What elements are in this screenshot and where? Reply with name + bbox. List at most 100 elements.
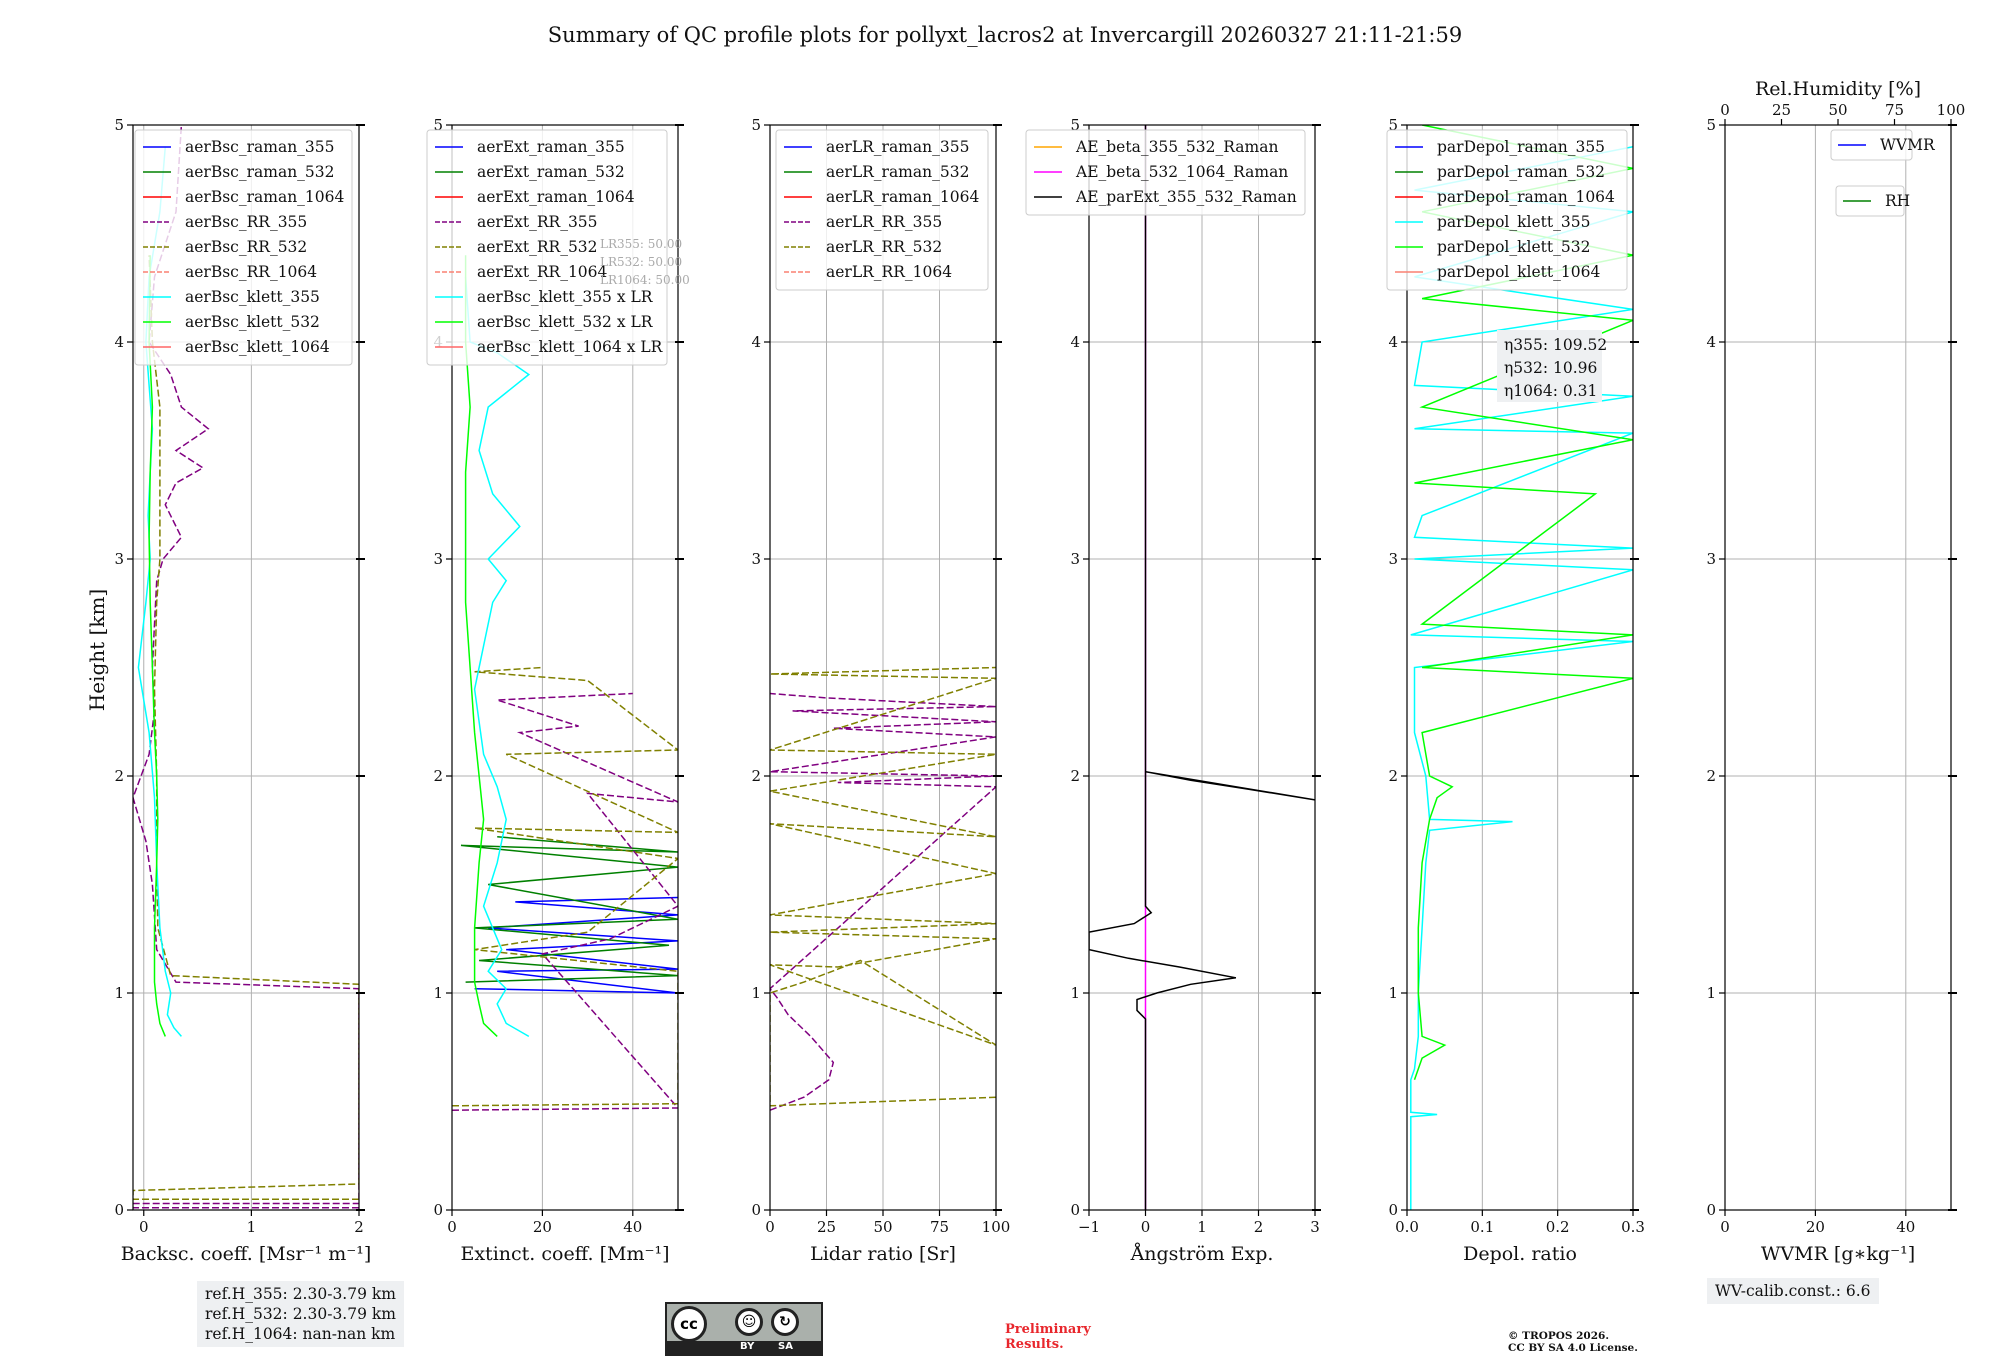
legend-label-ae: AE_beta_355_532_Raman: [1075, 138, 1278, 156]
axes-frame-bsc: [132, 124, 360, 1211]
x-axis-label-lr: Lidar ratio [Sr]: [810, 1243, 956, 1265]
y-tick-label-ae: 0: [1070, 1201, 1080, 1219]
eta-label: η532: 10.96: [1504, 359, 1597, 377]
reference-height-box: ref.H_355: 2.30-3.79 km ref.H_532: 2.30-…: [197, 1281, 404, 1347]
axes-frame-depol: [1406, 124, 1634, 1211]
legend-label-lr: aerLR_raman_1064: [826, 188, 979, 206]
x-tick-label-lr: 100: [982, 1218, 1011, 1236]
legend-label-lr: aerLR_RR_355: [826, 213, 942, 231]
legend-box-lr: [775, 129, 989, 291]
ref-height-355: ref.H_355: 2.30-3.79 km: [205, 1285, 396, 1303]
legend-label-wvmr: WVMR: [1880, 136, 1936, 154]
series-group-ext: [452, 255, 678, 1111]
y-tick-label-depol: 2: [1388, 767, 1398, 785]
y-tick-label-wv: 1: [1706, 984, 1716, 1002]
x-tick-label-ext: 0: [447, 1218, 457, 1236]
x-tick-label-ae: 1: [1197, 1218, 1207, 1236]
badge-by: BY: [740, 1341, 755, 1352]
x-tick-label-ext: 40: [623, 1218, 642, 1236]
y-tick-label-ext: 0: [433, 1201, 443, 1219]
preliminary-line-2: Results.: [1005, 1337, 1064, 1352]
legend-label-ext: aerExt_RR_532: [477, 238, 598, 256]
y-tick-label-wv: 0: [1706, 1201, 1716, 1219]
x-axis-label-ext: Extinct. coeff. [Mm⁻¹]: [460, 1243, 669, 1265]
y-tick-label-depol: 0: [1388, 1201, 1398, 1219]
eta-label: η1064: 0.31: [1504, 382, 1597, 400]
top-x-axis-label-wv: Rel.Humidity [%]: [1755, 78, 1921, 100]
legend-label-depol: parDepol_raman_355: [1437, 138, 1605, 156]
series-group-depol: [1410, 125, 1633, 1210]
legend-box-ae: [1025, 129, 1306, 216]
top-x-tick-label-wv: 75: [1885, 101, 1904, 119]
y-tick-label-depol: 3: [1388, 550, 1398, 568]
y-tick-label-lr: 0: [751, 1201, 761, 1219]
x-tick-label-ae: −1: [1078, 1218, 1100, 1236]
y-tick-label-depol: 5: [1388, 116, 1398, 134]
series-aerBsc_RR_355: [133, 125, 359, 1209]
legend-label-depol: parDepol_klett_355: [1437, 213, 1590, 231]
y-tick-label-wv: 4: [1706, 333, 1716, 351]
x-tick-label-depol: 0.2: [1546, 1218, 1570, 1236]
legend-label-depol: parDepol_klett_1064: [1437, 263, 1600, 281]
chart-lr: 0 25 50 75 100 0 1 2 3 4 5 Lidar ratio [Sr] aerLR_ra…: [751, 116, 1010, 1265]
series-aerLR_RR_355: [770, 692, 996, 1111]
series-parDepol_klett_532: [1413, 125, 1633, 1081]
eta-box: [1497, 330, 1602, 402]
y-tick-label-bsc: 1: [114, 984, 124, 1002]
legend-box-wvmr: [1830, 129, 1913, 161]
y-tick-label-bsc: 2: [114, 767, 124, 785]
legend-label-bsc: aerBsc_RR_1064: [185, 263, 317, 281]
x-tick-label-ae: 0: [1141, 1218, 1151, 1236]
ref-height-532: ref.H_532: 2.30-3.79 km: [205, 1305, 396, 1323]
eta-label: η355: 109.52: [1504, 336, 1607, 354]
wv-calib-box: WV-calib.const.: 6.6: [1707, 1278, 1879, 1304]
y-tick-label-bsc: 0: [114, 1201, 124, 1219]
series-group-ae: [1089, 125, 1315, 1210]
badge-bar: BY SA: [667, 1341, 821, 1354]
y-tick-label-depol: 4: [1388, 333, 1398, 351]
legend-box-bsc: [134, 129, 353, 366]
legend-label-bsc: aerBsc_raman_355: [185, 138, 335, 156]
top-x-tick-label-wv: 0: [1720, 101, 1730, 119]
x-tick-label-lr: 50: [873, 1218, 892, 1236]
cc-icon: cc: [671, 1306, 707, 1342]
legend-label-ae: AE_beta_532_1064_Raman: [1075, 163, 1288, 181]
chart-wv: 0 20 40 0 1 2 3 4 5 WVMR [g∗kg⁻¹] 0 25 50 75 100 Rel.Hu…: [1706, 78, 1965, 1265]
lr-note-ext: LR355: 50.00: [600, 237, 682, 251]
series-aerBsc_RR_532: [133, 255, 359, 1200]
legend-label-lr: aerLR_raman_355: [826, 138, 969, 156]
series-aerExt_raman_532: [460, 836, 678, 983]
x-axis-label-ae: Ångström Exp.: [1130, 1243, 1274, 1265]
x-tick-label-depol: 0.0: [1395, 1218, 1419, 1236]
legend-label-ext: aerExt_raman_355: [477, 138, 625, 156]
legend-box-ext: [426, 129, 668, 366]
y-axis-label: Height [km]: [85, 589, 109, 711]
y-tick-label-wv: 2: [1706, 767, 1716, 785]
y-tick-label-wv: 3: [1706, 550, 1716, 568]
legend-label-ext: aerExt_raman_1064: [477, 188, 635, 206]
y-tick-label-ext: 2: [433, 767, 443, 785]
x-tick-label-lr: 25: [817, 1218, 836, 1236]
chart-depol: 0.0 0.1 0.2 0.3 0 1 2 3 4 5 Depol. ratio parDepol_r…: [1386, 116, 1645, 1265]
legend-label-depol: parDepol_raman_532: [1437, 163, 1605, 181]
axes-frame-ext: [451, 124, 679, 1211]
y-tick-label-ae: 2: [1070, 767, 1080, 785]
legend-label-bsc: aerBsc_klett_355: [185, 288, 320, 306]
legend-label-lr: aerLR_raman_532: [826, 163, 969, 181]
y-tick-label-ext: 5: [433, 116, 443, 134]
figure-title: Summary of QC profile plots for pollyxt_…: [548, 23, 1462, 47]
legend-box-depol: [1386, 129, 1628, 291]
series-aerExt_raman_355: [474, 896, 678, 994]
cc-by-sa-badge[interactable]: cc ☺ ↻ BY SA: [665, 1302, 823, 1356]
legend-label-ext: aerBsc_klett_532 x LR: [477, 313, 654, 331]
chart-ext: 02040012345Extinct. coeff. [Mm⁻¹]aerExt_…: [426, 116, 690, 1265]
x-tick-label-wv: 40: [1896, 1218, 1915, 1236]
x-tick-label-depol: 0.1: [1470, 1218, 1494, 1236]
x-tick-label-wv: 0: [1720, 1218, 1730, 1236]
series-parDepol_klett_355: [1410, 145, 1633, 1210]
legend-label-ext: aerExt_RR_355: [477, 213, 598, 231]
y-tick-label-bsc: 3: [114, 550, 124, 568]
